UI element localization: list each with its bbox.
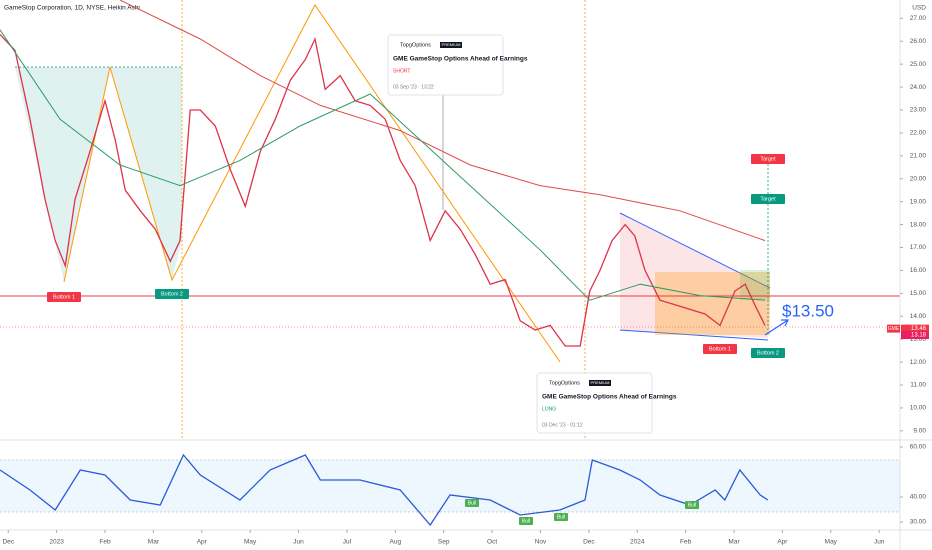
x-tick-label: 2023 [49, 539, 64, 546]
annotation-box [703, 344, 737, 354]
annotation-box [751, 348, 785, 358]
price-tag [901, 324, 929, 333]
idea-title: GME GameStop Options Ahead of Earnings [393, 56, 528, 63]
y-tick-label: 30.00 [910, 519, 927, 526]
annotation-box [155, 289, 189, 299]
bull-box [554, 513, 568, 521]
currency: USD [912, 5, 926, 12]
idea-side: SHORT [393, 68, 410, 74]
bull-box [465, 499, 479, 507]
x-tick-label: Mar [148, 539, 160, 546]
y-tick-label: 24.00 [910, 84, 927, 91]
idea-title: GME GameStop Options Ahead of Earnings [542, 394, 677, 401]
price-callout: $13.50 [782, 301, 834, 320]
x-tick-label: Oct [487, 539, 497, 546]
y-tick-label: 21.00 [910, 153, 927, 160]
idea-brand: TopgOptions [549, 380, 580, 386]
x-tick-label: Jul [343, 539, 352, 546]
x-tick-label: Feb [99, 539, 111, 546]
price-tag-label: 13.18 [911, 333, 927, 339]
x-tick-label: Apr [777, 539, 788, 546]
idea-badge [589, 380, 611, 386]
annotation: Bottom 1 [53, 294, 75, 300]
y-tick-label: 10.00 [910, 405, 927, 412]
series-line [119, 0, 766, 242]
bull-label: Bull [688, 502, 696, 508]
x-tick-label: Sep [438, 539, 450, 546]
bull-box [685, 501, 699, 509]
annotation-box [751, 154, 785, 164]
x-tick-label: Dec [2, 539, 14, 546]
idea-time: 03 Sep '23 · 13:22 [393, 84, 434, 90]
y-tick-label: 15.00 [910, 290, 927, 297]
wedge-line [619, 329, 769, 341]
y-tick-label: 40.00 [910, 494, 927, 501]
x-tick-label: Dec [583, 539, 595, 546]
y-tick-label: 20.00 [910, 175, 927, 182]
pattern-zone [15, 67, 182, 282]
annotation: Bottom 2 [757, 350, 779, 356]
chart-title: GameStop Corporation, 1D, NYSE, Heikin A… [4, 5, 140, 12]
y-tick-label: 23.00 [910, 107, 927, 114]
idea-badge [440, 42, 462, 48]
idea-badge-text: PREMIUM [442, 42, 461, 47]
wedge-line [619, 212, 771, 289]
x-tick-label: Aug [390, 539, 402, 546]
x-tick-label: Mar [728, 539, 740, 546]
y-tick-label: 13.00 [910, 336, 927, 343]
idea-side: LONG [542, 406, 556, 412]
bull-label: Bull [522, 518, 530, 524]
y-tick-label: 18.00 [910, 221, 927, 228]
y-tick-label: 14.00 [910, 313, 927, 320]
annotation: Bottom 1 [709, 346, 731, 352]
annotation-box [47, 292, 81, 302]
zigzag [63, 4, 561, 363]
idea-brand: TopgOptions [400, 42, 431, 48]
price-tag [901, 331, 929, 340]
range-box [655, 272, 770, 335]
x-tick-label: Apr [197, 539, 208, 546]
bull-label: Bull [557, 514, 565, 520]
x-tick-label: 2024 [630, 539, 645, 546]
y-tick-label: 17.00 [910, 244, 927, 251]
y-tick-label: 27.00 [910, 15, 927, 22]
annotation: Target [760, 156, 776, 162]
y-tick-label: 11.00 [910, 382, 926, 389]
y-tick-label: 12.00 [910, 359, 927, 366]
rsi-band [0, 460, 900, 512]
x-tick-label: Jun [874, 539, 885, 546]
idea-badge-text: PREMIUM [591, 380, 610, 385]
annotation: Target [760, 196, 776, 202]
x-tick-label: Nov [535, 539, 547, 546]
x-tick-label: May [825, 539, 838, 546]
y-tick-label: 19.00 [910, 198, 927, 205]
x-tick-label: May [244, 539, 257, 546]
x-tick-label: Feb [680, 539, 692, 546]
idea-time: 03 Dec '23 · 01:12 [542, 422, 583, 428]
y-tick-label: 22.00 [910, 130, 927, 137]
bull-label: Bull [468, 500, 476, 506]
symbol-label: GME [888, 326, 900, 332]
y-tick-label: 16.00 [910, 267, 927, 274]
bull-box [519, 517, 533, 525]
arrow-head [781, 319, 789, 327]
annotation: Bottom 2 [161, 291, 183, 297]
y-tick-label: 25.00 [910, 61, 927, 68]
series-line [0, 29, 766, 301]
annotation-box [751, 194, 785, 204]
idea-card [536, 372, 653, 434]
y-tick-label: 9.00 [913, 428, 926, 435]
x-tick-label: Jun [293, 539, 304, 546]
wedge-zone [620, 213, 770, 338]
y-tick-label: 60.00 [910, 444, 927, 451]
symbol-tag [887, 324, 900, 333]
y-tick-label: 26.00 [910, 38, 927, 45]
price-tag-label: 13.46 [911, 326, 927, 332]
idea-card [387, 34, 504, 96]
arrow [764, 319, 789, 336]
